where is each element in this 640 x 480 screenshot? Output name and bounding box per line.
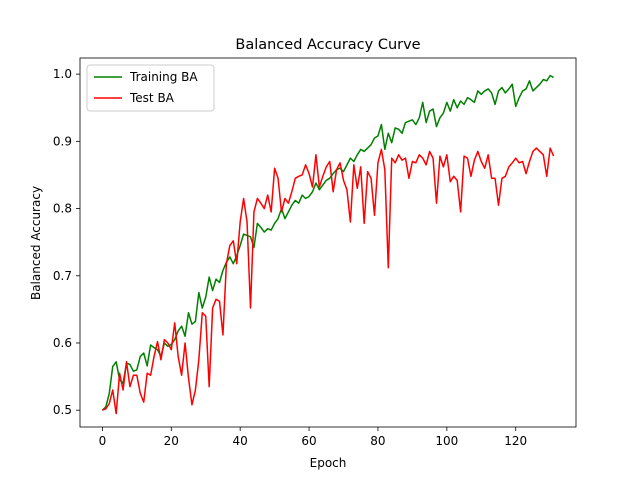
- y-tick-label: 0.7: [53, 269, 72, 283]
- axes-frame: [79, 57, 577, 428]
- y-tick-label: 0.9: [53, 134, 72, 148]
- legend-label-training-ba: Training BA: [129, 70, 198, 84]
- y-tick-label: 0.6: [53, 336, 72, 350]
- chart-title: Balanced Accuracy Curve: [235, 37, 420, 53]
- y-axis-label: Balanced Accuracy: [29, 186, 43, 300]
- y-tick-label: 0.8: [53, 202, 72, 216]
- x-tick-label: 0: [99, 434, 107, 448]
- plot-area: 0 20 40 60 80 100 120 0.5 0.6 0.7 0.8 0.9 1.0 Trainin…: [53, 57, 577, 448]
- x-tick-label: 40: [233, 434, 248, 448]
- x-tick-label: 120: [504, 434, 527, 448]
- x-tick-label: 20: [164, 434, 179, 448]
- x-tick-label: 100: [435, 434, 458, 448]
- series-line-training-ba: [101, 74, 554, 411]
- x-axis-label: Epoch: [310, 456, 347, 470]
- x-tick-label: 60: [301, 434, 316, 448]
- y-tick-label: 1.0: [53, 67, 72, 81]
- series-line-test-ba: [102, 147, 555, 415]
- x-tick-label: 80: [370, 434, 385, 448]
- y-tick-label: 0.5: [53, 403, 72, 417]
- legend-label-test-ba: Test BA: [129, 91, 175, 105]
